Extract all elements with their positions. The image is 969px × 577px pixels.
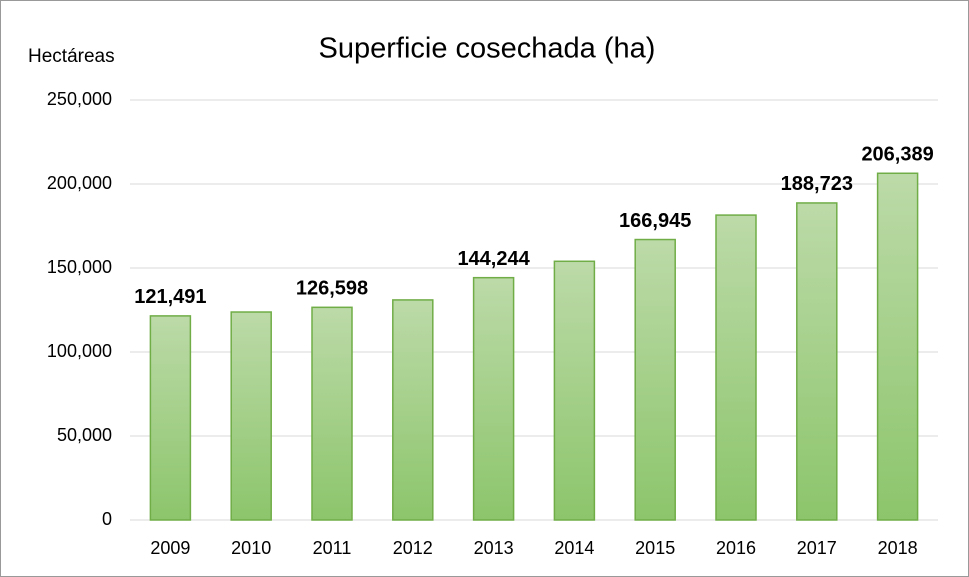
chart-title: Superficie cosechada (ha) — [319, 33, 656, 65]
bar — [230, 311, 272, 521]
y-tick-label: 0 — [102, 509, 112, 529]
bar — [876, 172, 919, 521]
bar — [796, 202, 838, 521]
x-tick-label: 2013 — [474, 538, 514, 558]
bar — [715, 214, 757, 521]
y-tick-label: 200,000 — [47, 173, 112, 193]
x-tick-label: 2011 — [313, 538, 352, 558]
data-label: 206,389 — [861, 144, 933, 166]
data-label: 121,491 — [134, 286, 206, 308]
y-axis-label: Hectáreas — [28, 46, 115, 67]
y-tick-label: 250,000 — [47, 89, 112, 109]
x-tick-label: 2009 — [150, 538, 190, 558]
x-tick-label: 2016 — [716, 538, 756, 558]
bar — [392, 299, 434, 521]
x-tick-label: 2012 — [393, 538, 433, 558]
bar — [149, 315, 192, 521]
y-tick-label: 100,000 — [47, 341, 112, 361]
x-tick-label: 2017 — [797, 538, 837, 558]
bar — [311, 306, 353, 521]
bar — [553, 260, 596, 521]
data-label: 166,945 — [619, 210, 691, 232]
x-tick-label: 2014 — [554, 538, 594, 558]
bar — [634, 238, 676, 521]
y-tick-label: 50,000 — [57, 425, 112, 445]
data-label: 126,598 — [296, 278, 368, 300]
data-label: 188,723 — [781, 173, 853, 195]
bar — [472, 276, 515, 521]
x-tick-label: 2010 — [231, 538, 271, 558]
x-tick-label: 2018 — [878, 538, 918, 558]
data-label: 144,244 — [457, 248, 530, 270]
x-tick-label: 2015 — [635, 538, 675, 558]
y-tick-label: 150,000 — [47, 257, 112, 277]
